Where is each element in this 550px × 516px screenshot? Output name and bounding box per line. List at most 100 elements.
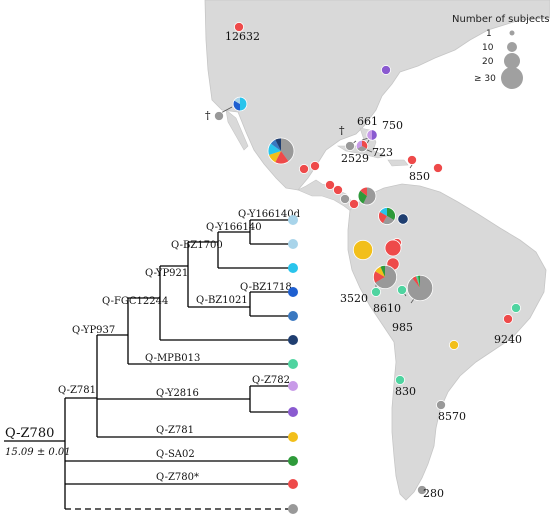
- node-label-y166140: Q-Y166140: [206, 222, 262, 233]
- site-ca-3-marker: [340, 194, 350, 204]
- label-8610: 8610: [373, 302, 401, 315]
- site-cuba-slice-1: [357, 146, 367, 152]
- node-label-z780star: Q-Z780*: [156, 472, 199, 483]
- site-ca-4-marker: [349, 199, 359, 209]
- site-colombia-slice-2: [378, 211, 387, 224]
- site-bahamas-slice-0: [372, 129, 378, 141]
- site-colombia-slice-1: [382, 216, 395, 225]
- site-peru: [372, 264, 398, 290]
- site-bahamas-outline: [366, 129, 378, 141]
- site-bolivia-slice-1: [412, 275, 420, 288]
- node-label-z781: Q-Z781: [58, 385, 96, 396]
- site-mx-s1-marker: [299, 164, 309, 174]
- site-830-marker: [395, 375, 405, 385]
- legend-symbol-20: [504, 53, 520, 69]
- site-paraguay-marker: [449, 340, 459, 350]
- site-venezuela-outline: [357, 186, 377, 206]
- site-8570: [436, 400, 446, 410]
- site-sw-us-slice-0: [240, 97, 247, 111]
- site-8570-marker: [436, 400, 446, 410]
- site-peru-slice-2: [374, 266, 385, 277]
- site-cuba-w-marker: [345, 141, 355, 151]
- legend-label-30: ≥ 30: [474, 74, 496, 84]
- legend-label-1: 1: [486, 29, 492, 39]
- site-ca-2-marker: [333, 185, 343, 195]
- site-br-t-marker: [511, 303, 521, 313]
- site-cuba-w: [345, 141, 355, 151]
- label-830: 830: [395, 385, 416, 398]
- site-cuba-outline: [355, 139, 369, 153]
- site-bolivia: [406, 274, 434, 302]
- site-mexico-slice-3: [268, 143, 281, 156]
- site-cuba: [355, 139, 369, 153]
- node-label-z781b: Q-Z781: [156, 425, 194, 436]
- site-ca-4: [349, 199, 359, 209]
- site-haiti-marker: [407, 155, 417, 165]
- sites-layer: [214, 22, 521, 495]
- label-12632: 12632: [225, 30, 260, 43]
- root-age-pm: ± 0.01: [37, 447, 71, 458]
- node-label-z782: Q-Z782: [252, 375, 290, 386]
- node-label-sa02: Q-SA02: [156, 449, 195, 460]
- label-8570: 8570: [438, 410, 466, 423]
- site-mexico: [267, 137, 295, 165]
- site-peru-outline: [372, 264, 398, 290]
- node-label-bz1700: Q-BZ1700: [171, 240, 223, 251]
- legend-label-20: 20: [482, 57, 494, 67]
- site-peru-t1-marker: [371, 287, 381, 297]
- site-mexico-slice-1: [275, 151, 289, 164]
- site-venezuela-slice-0: [363, 187, 376, 205]
- node-label-yp921: Q-YP921: [145, 268, 188, 279]
- land-masses: [204, 0, 550, 501]
- site-carib-e-marker: [433, 163, 443, 173]
- site-br-r: [503, 314, 513, 324]
- site-baja-marker: [214, 111, 224, 121]
- label-2529: 2529: [341, 152, 369, 165]
- label-280: 280: [423, 487, 444, 500]
- tip-dot-8: [288, 381, 298, 391]
- legend-symbol-10: [507, 42, 517, 52]
- site-ca-2: [333, 185, 343, 195]
- site-bahamas-slice-1: [366, 129, 372, 141]
- site-peru-slice-0: [374, 265, 397, 289]
- site-haiti: [407, 155, 417, 165]
- site-peru-t2-marker: [397, 285, 407, 295]
- tip-dot-9: [288, 407, 298, 417]
- site-ecuador-y: [352, 239, 374, 261]
- site-peru-t1: [371, 287, 381, 297]
- site-mexico-slice-0: [281, 138, 295, 162]
- site-ca-3: [340, 194, 350, 204]
- root-age-value: 15.09: [5, 447, 34, 458]
- site-bolivia-slice-3: [417, 275, 420, 288]
- site-mexico-slice-5: [275, 138, 281, 151]
- baja-land: [225, 109, 249, 151]
- site-east-us: [381, 65, 391, 75]
- site-12632: [234, 22, 244, 32]
- tree-tips: [288, 215, 298, 514]
- site-peru-slice-1: [373, 271, 385, 283]
- tip-dot-7: [288, 359, 298, 369]
- label-723: 723: [372, 146, 393, 159]
- site-colombia: [378, 207, 396, 225]
- site-br-t: [511, 303, 521, 313]
- node-label-mpb013: Q-MPB013: [145, 353, 200, 364]
- tip-dot-2: [288, 239, 298, 249]
- site-ecuador-r-marker: [384, 239, 402, 257]
- site-mexico-slice-4: [270, 139, 281, 151]
- site-sw-us-outline: [232, 96, 248, 112]
- site-ecuador-y-marker: [352, 239, 374, 261]
- site-peru-t2: [397, 285, 407, 295]
- site-280: [417, 485, 427, 495]
- dagger-cuba: †: [339, 124, 345, 137]
- site-peru-slice-3: [380, 265, 385, 277]
- site-ecuador-r: [384, 239, 402, 257]
- tip-dot-12: [288, 479, 298, 489]
- site-east-us-marker: [381, 65, 391, 75]
- site-colombia-outline: [378, 207, 396, 225]
- hispaniola-land: [387, 159, 409, 167]
- root-label: Q-Z780: [5, 426, 54, 441]
- site-carib-e: [433, 163, 443, 173]
- site-mexico-outline: [267, 137, 295, 165]
- dagger-baja: †: [205, 109, 211, 122]
- site-bolivia-slice-0: [407, 275, 433, 301]
